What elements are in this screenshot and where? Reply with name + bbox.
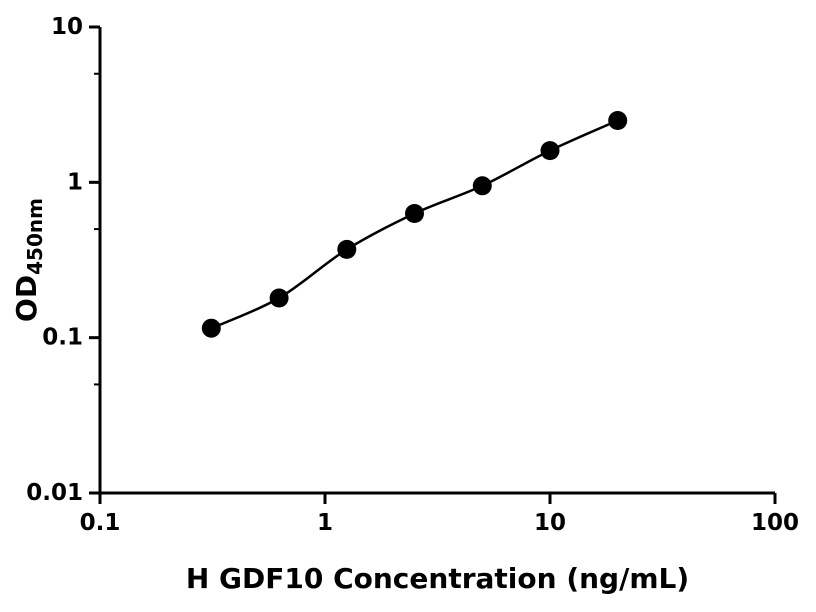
data-point <box>472 176 492 196</box>
data-point <box>269 288 289 308</box>
data-point <box>337 239 357 259</box>
x-axis-tick-label: 10 <box>534 510 566 536</box>
x-axis-tick-label: 100 <box>751 510 799 536</box>
axis-spines <box>98 27 775 495</box>
x-axis-title: H GDF10 Concentration (ng/mL) <box>186 562 689 595</box>
y-axis-tick-label: 0.01 <box>26 480 83 506</box>
x-axis-tick-label: 1 <box>317 510 333 536</box>
y-axis-title-main: OD <box>10 275 43 322</box>
y-axis-tick-label: 1 <box>67 169 83 195</box>
x-axis-tick-label: 0.1 <box>80 510 121 536</box>
y-axis-tick-label: 0.1 <box>42 325 83 351</box>
data-point <box>540 141 560 161</box>
data-point <box>405 204 424 223</box>
data-point <box>201 318 221 338</box>
y-axis-title: OD450nm <box>10 198 47 322</box>
data-point <box>608 111 628 130</box>
y-axis-tick-label: 10 <box>51 14 83 40</box>
y-axis-title-subscript: 450nm <box>23 198 47 275</box>
